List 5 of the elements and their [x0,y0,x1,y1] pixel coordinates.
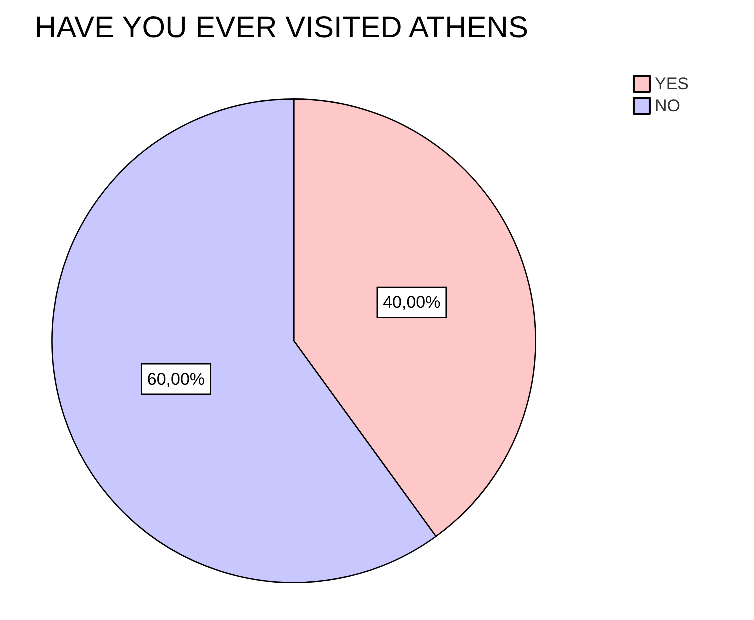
chart-title: HAVE YOU EVER VISITED ATHENS [35,12,528,44]
legend-label: NO [654,96,680,116]
data-label: 60,00% [147,370,206,389]
legend-label: YES [654,74,690,94]
data-label: 40,00% [383,293,441,312]
